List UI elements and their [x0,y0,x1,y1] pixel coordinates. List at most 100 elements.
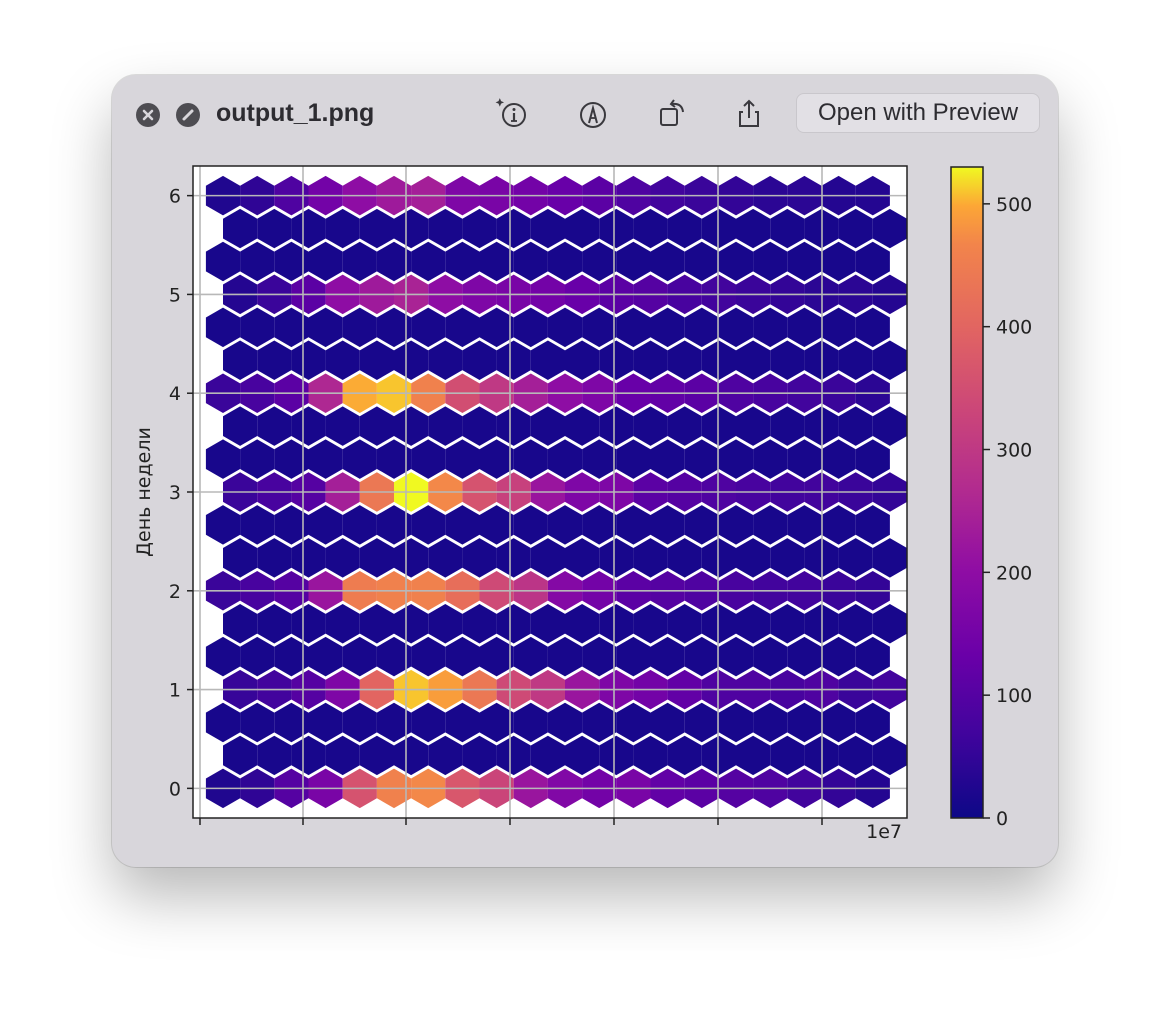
y-axis-label: День недели [133,427,155,557]
hex-cell [633,208,668,249]
hex-cell [513,636,548,677]
hex-cell [274,241,309,282]
hex-cell [342,241,377,282]
open-with-preview-button[interactable]: Open with Preview [796,93,1040,133]
y-tick-label: 6 [169,186,181,208]
hex-cell [479,702,514,743]
hex-cell [547,439,583,479]
hex-cell [291,340,326,381]
hex-cell [325,340,360,381]
hex-cell [223,603,258,644]
hex-cell [342,439,377,479]
hex-cell [821,702,856,743]
hex-cell [205,241,241,282]
hex-cell [428,340,463,381]
info-icon [495,98,526,127]
fullscreen-button[interactable] [176,103,200,127]
hex-cell [582,505,617,545]
hex-cell [650,636,685,677]
hex-cell [684,702,719,743]
hex-cell [633,406,668,446]
markup-icon [580,102,606,128]
hex-cell [394,735,429,776]
hex-cell [599,340,634,381]
hex-cell [530,538,565,578]
close-button[interactable] [136,103,160,127]
hex-cell [582,636,617,677]
hex-cell [633,603,668,644]
hex-cell [376,505,412,545]
hex-cell [736,735,771,776]
hex-cell [359,208,394,249]
hex-cell [462,603,497,644]
hex-cell [821,307,856,348]
hex-cell [616,241,651,282]
hex-cell [718,241,754,282]
hex-cell [496,208,531,249]
hex-cell [240,241,275,282]
hex-cell [821,439,856,479]
hex-cell [376,702,412,743]
hex-cell [411,307,446,348]
hex-cell [633,538,668,578]
hex-cell [496,538,531,578]
hex-cell [376,307,412,348]
hex-cell [633,735,668,776]
hex-cell [547,241,583,282]
hex-cell [359,340,394,381]
hex-cell [701,208,736,249]
hex-cell [616,702,651,743]
hex-cell [667,406,702,446]
colorbar-tick-label: 200 [996,562,1032,584]
hex-cell [308,241,343,282]
hex-cell [838,406,873,446]
hex-cell [736,538,771,578]
hex-cell [325,406,360,446]
preview-window: output_1.png [112,75,1058,867]
rotate-button[interactable] [652,95,692,135]
hex-cell [359,603,394,644]
markup-button[interactable] [573,95,613,135]
hex-cell [855,636,890,677]
hex-cell [599,406,634,446]
hex-cell [359,538,394,578]
hex-cell [325,735,360,776]
hex-cell [616,307,651,348]
hex-cell [736,603,771,644]
hex-cell [770,406,805,446]
hex-cell [479,307,514,348]
hex-cell [205,439,241,479]
hex-cell [205,636,241,677]
hex-cell [855,702,890,743]
hex-cell [547,636,583,677]
hex-cell [855,307,890,348]
hex-cell [308,636,343,677]
hex-cell [308,505,343,545]
hex-cell [411,636,446,677]
window-title: output_1.png [216,99,375,127]
hex-cell [770,538,805,578]
info-button[interactable] [492,95,532,135]
hex-cell [753,307,788,348]
y-tick-label: 4 [169,383,181,405]
share-button[interactable] [729,95,769,135]
hex-cell [838,208,873,249]
hex-cell [633,340,668,381]
hex-cell [530,735,565,776]
hex-cell [565,538,600,578]
hex-cell [718,636,754,677]
hex-cell [582,702,617,743]
hex-cell [599,538,634,578]
hex-cell [753,241,788,282]
hex-cell [701,538,736,578]
hex-cell [530,208,565,249]
hex-cell [274,636,309,677]
hex-cell [565,735,600,776]
hex-cell [616,439,651,479]
hex-cell [291,208,326,249]
hex-cell [257,406,292,446]
hex-cell [667,538,702,578]
hex-cell [787,505,822,545]
hex-cell [479,439,514,479]
hex-cell [411,702,446,743]
